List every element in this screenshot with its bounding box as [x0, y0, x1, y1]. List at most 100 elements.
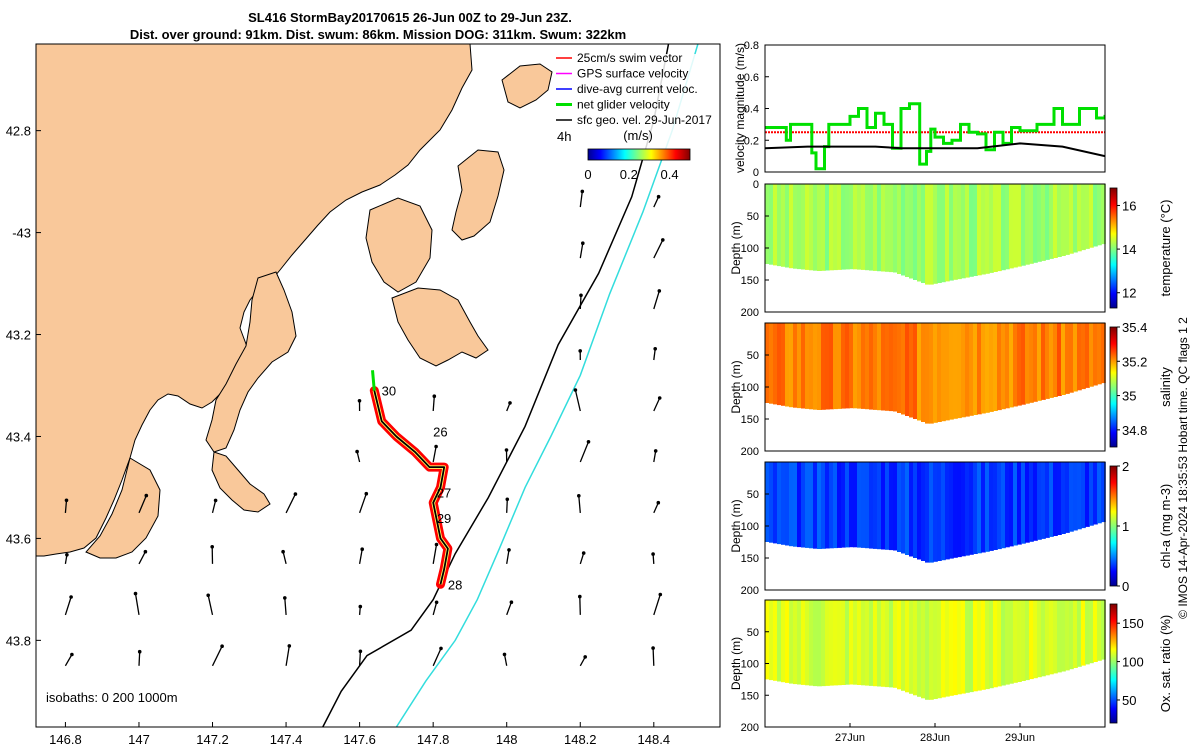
section-profile-strip	[837, 184, 842, 270]
geostrophic-arrow-head	[653, 347, 657, 351]
section-profile-strip	[809, 462, 814, 549]
section-profile-strip	[981, 184, 986, 275]
section-profile-strip	[1017, 462, 1022, 545]
section-y-tick-label: 150	[741, 690, 759, 702]
section-profile-strip	[1025, 600, 1030, 681]
geostrophic-arrow	[285, 493, 296, 514]
section-profile-strip	[969, 323, 974, 416]
section-profile-strip	[945, 462, 950, 560]
section-profile-strip	[1053, 600, 1058, 674]
section-profile-strip	[929, 600, 934, 700]
colorbar-tick-label: 35	[1122, 389, 1136, 404]
colorbar-tick-label: 34.8	[1122, 423, 1147, 438]
section-profile-strip	[1005, 323, 1010, 409]
geostrophic-arrow	[358, 493, 367, 514]
section-profile-strip	[857, 600, 862, 685]
section-profile-strip	[909, 184, 914, 279]
geostrophic-arrow	[506, 601, 513, 616]
map-y-tick-label: 43.2	[6, 328, 31, 343]
section-profile-strip	[1041, 600, 1046, 677]
section-profile-strip	[905, 323, 910, 416]
section-profile-strip	[797, 462, 802, 548]
section-profile-strip	[1065, 323, 1070, 394]
section-profile-strip	[793, 462, 798, 547]
geostrophic-arrow	[211, 500, 217, 514]
section-profile-strip	[869, 600, 874, 686]
section-profile-strip	[1017, 184, 1022, 267]
geostrophic-arrow-head	[651, 552, 655, 556]
section-profile-strip	[921, 462, 926, 561]
section-profile-strip	[973, 323, 978, 415]
section-profile-strip	[1009, 184, 1014, 269]
section-profile-strip	[997, 184, 1002, 272]
geostrophic-arrow	[653, 502, 659, 514]
section-profile-strip	[917, 462, 922, 560]
section-profile-strip	[793, 184, 798, 269]
colorbar-tick-label: 100	[1122, 655, 1144, 670]
geostrophic-arrow-head	[206, 593, 210, 598]
section-profile-strip	[985, 600, 990, 690]
section-profile-strip	[801, 600, 806, 685]
velocity-ylabel: velocity magnitude (m/s)	[733, 43, 747, 173]
map-frame	[35, 43, 721, 728]
legend-items: 25cm/s swim vector GPS surface velocitydi…	[556, 51, 712, 127]
section-profile-strip	[1009, 323, 1014, 408]
net-glider-velocity-vector	[371, 370, 376, 391]
section-panel-temperature: 0 50 100 150 200 Depth (m) 12 14 16 temperature (…	[729, 179, 1173, 319]
section-profile-strip	[1097, 323, 1102, 385]
section-y-tick-label: 50	[747, 627, 759, 639]
section-profile-strip	[1033, 462, 1038, 541]
section-profile-strip	[773, 184, 778, 266]
section-profile-strip	[961, 184, 966, 279]
section-profile-strip	[941, 600, 946, 698]
velocity-y-tick-label: 0.6	[744, 72, 759, 84]
section-profile-strip	[1097, 462, 1102, 524]
velocity-y-tick-label: 0	[753, 167, 759, 179]
section-profile-strip	[909, 323, 914, 418]
section-profile-strip	[857, 323, 862, 409]
geostrophic-arrow	[64, 500, 68, 513]
geostrophic-arrow-head	[502, 652, 507, 657]
section-profile-strip	[1005, 184, 1010, 270]
section-profile-strip	[957, 184, 962, 280]
section-profile-strip	[833, 462, 838, 549]
geostrophic-arrow-head	[70, 652, 74, 657]
section-profile-strip	[765, 184, 770, 264]
section-profile-strip	[929, 462, 934, 563]
geostrophic-arrow-head	[656, 500, 661, 505]
section-profile-strip	[929, 323, 934, 424]
section-profile-strip	[993, 462, 998, 550]
section-profile-strip	[965, 323, 970, 417]
section-profile-strip	[1045, 462, 1050, 538]
section-profile-strip	[953, 600, 958, 696]
section-profile-strip	[1017, 323, 1022, 406]
geostrophic-arrow-head	[432, 394, 437, 399]
section-profile-strip	[869, 462, 874, 549]
section-profile-strip	[929, 184, 934, 285]
geostrophic-arrow	[653, 348, 656, 361]
section-profile-strip	[1093, 600, 1098, 662]
geostrophic-arrow	[506, 549, 510, 565]
map-y-tick-label: 43.8	[6, 633, 31, 648]
section-profile-strip	[797, 323, 802, 409]
section-profile-strip	[889, 184, 894, 273]
section-profile-strip	[765, 600, 770, 680]
section-profile-strip	[769, 462, 774, 543]
section-profile-strip	[937, 184, 942, 283]
section-profile-strip	[1001, 184, 1006, 271]
section-profile-strip	[933, 323, 938, 423]
section-profile-strip	[1089, 323, 1094, 387]
section-profile-strip	[1049, 462, 1054, 537]
section-y-tick-label: 200	[741, 585, 759, 597]
section-profile-strip	[1013, 323, 1018, 407]
geostrophic-arrow-head	[656, 194, 661, 199]
section-profile-strip	[1013, 184, 1018, 268]
section-profile-strip	[945, 323, 950, 421]
colorbar-tick-label: 1	[1122, 519, 1129, 534]
section-y-tick-label: 150	[741, 275, 759, 287]
section-profile-strip	[957, 600, 962, 695]
section-profile-strip	[941, 184, 946, 283]
day-label: 30	[382, 384, 396, 399]
geostrophic-arrow-head	[210, 545, 214, 549]
legend-scale-label: 4h	[557, 129, 571, 144]
